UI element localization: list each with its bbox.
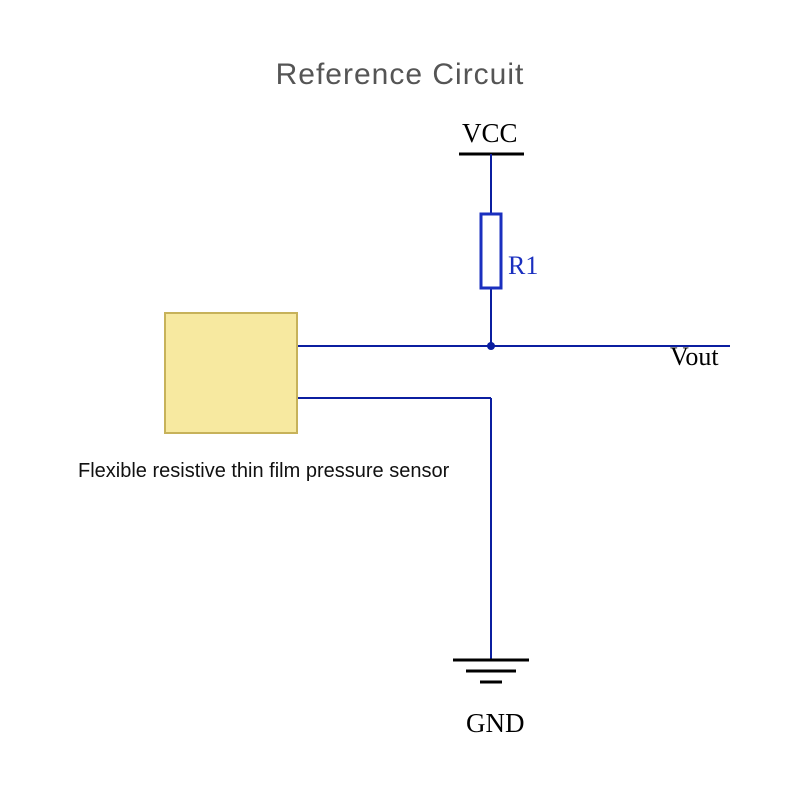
junction-node (487, 342, 495, 350)
sensor-box (165, 313, 297, 433)
wires-group (296, 154, 730, 660)
schematic-svg (0, 0, 800, 800)
label-vout: Vout (670, 342, 719, 372)
resistor-r1 (481, 214, 501, 288)
gnd-symbol (453, 660, 529, 682)
label-gnd: GND (466, 708, 525, 739)
diagram-canvas: Reference Circuit VCC R1 Vout GND Flexib… (0, 0, 800, 800)
label-r1: R1 (508, 251, 538, 281)
sensor-caption: Flexible resistive thin film pressure se… (78, 460, 449, 483)
label-vcc: VCC (462, 118, 518, 149)
